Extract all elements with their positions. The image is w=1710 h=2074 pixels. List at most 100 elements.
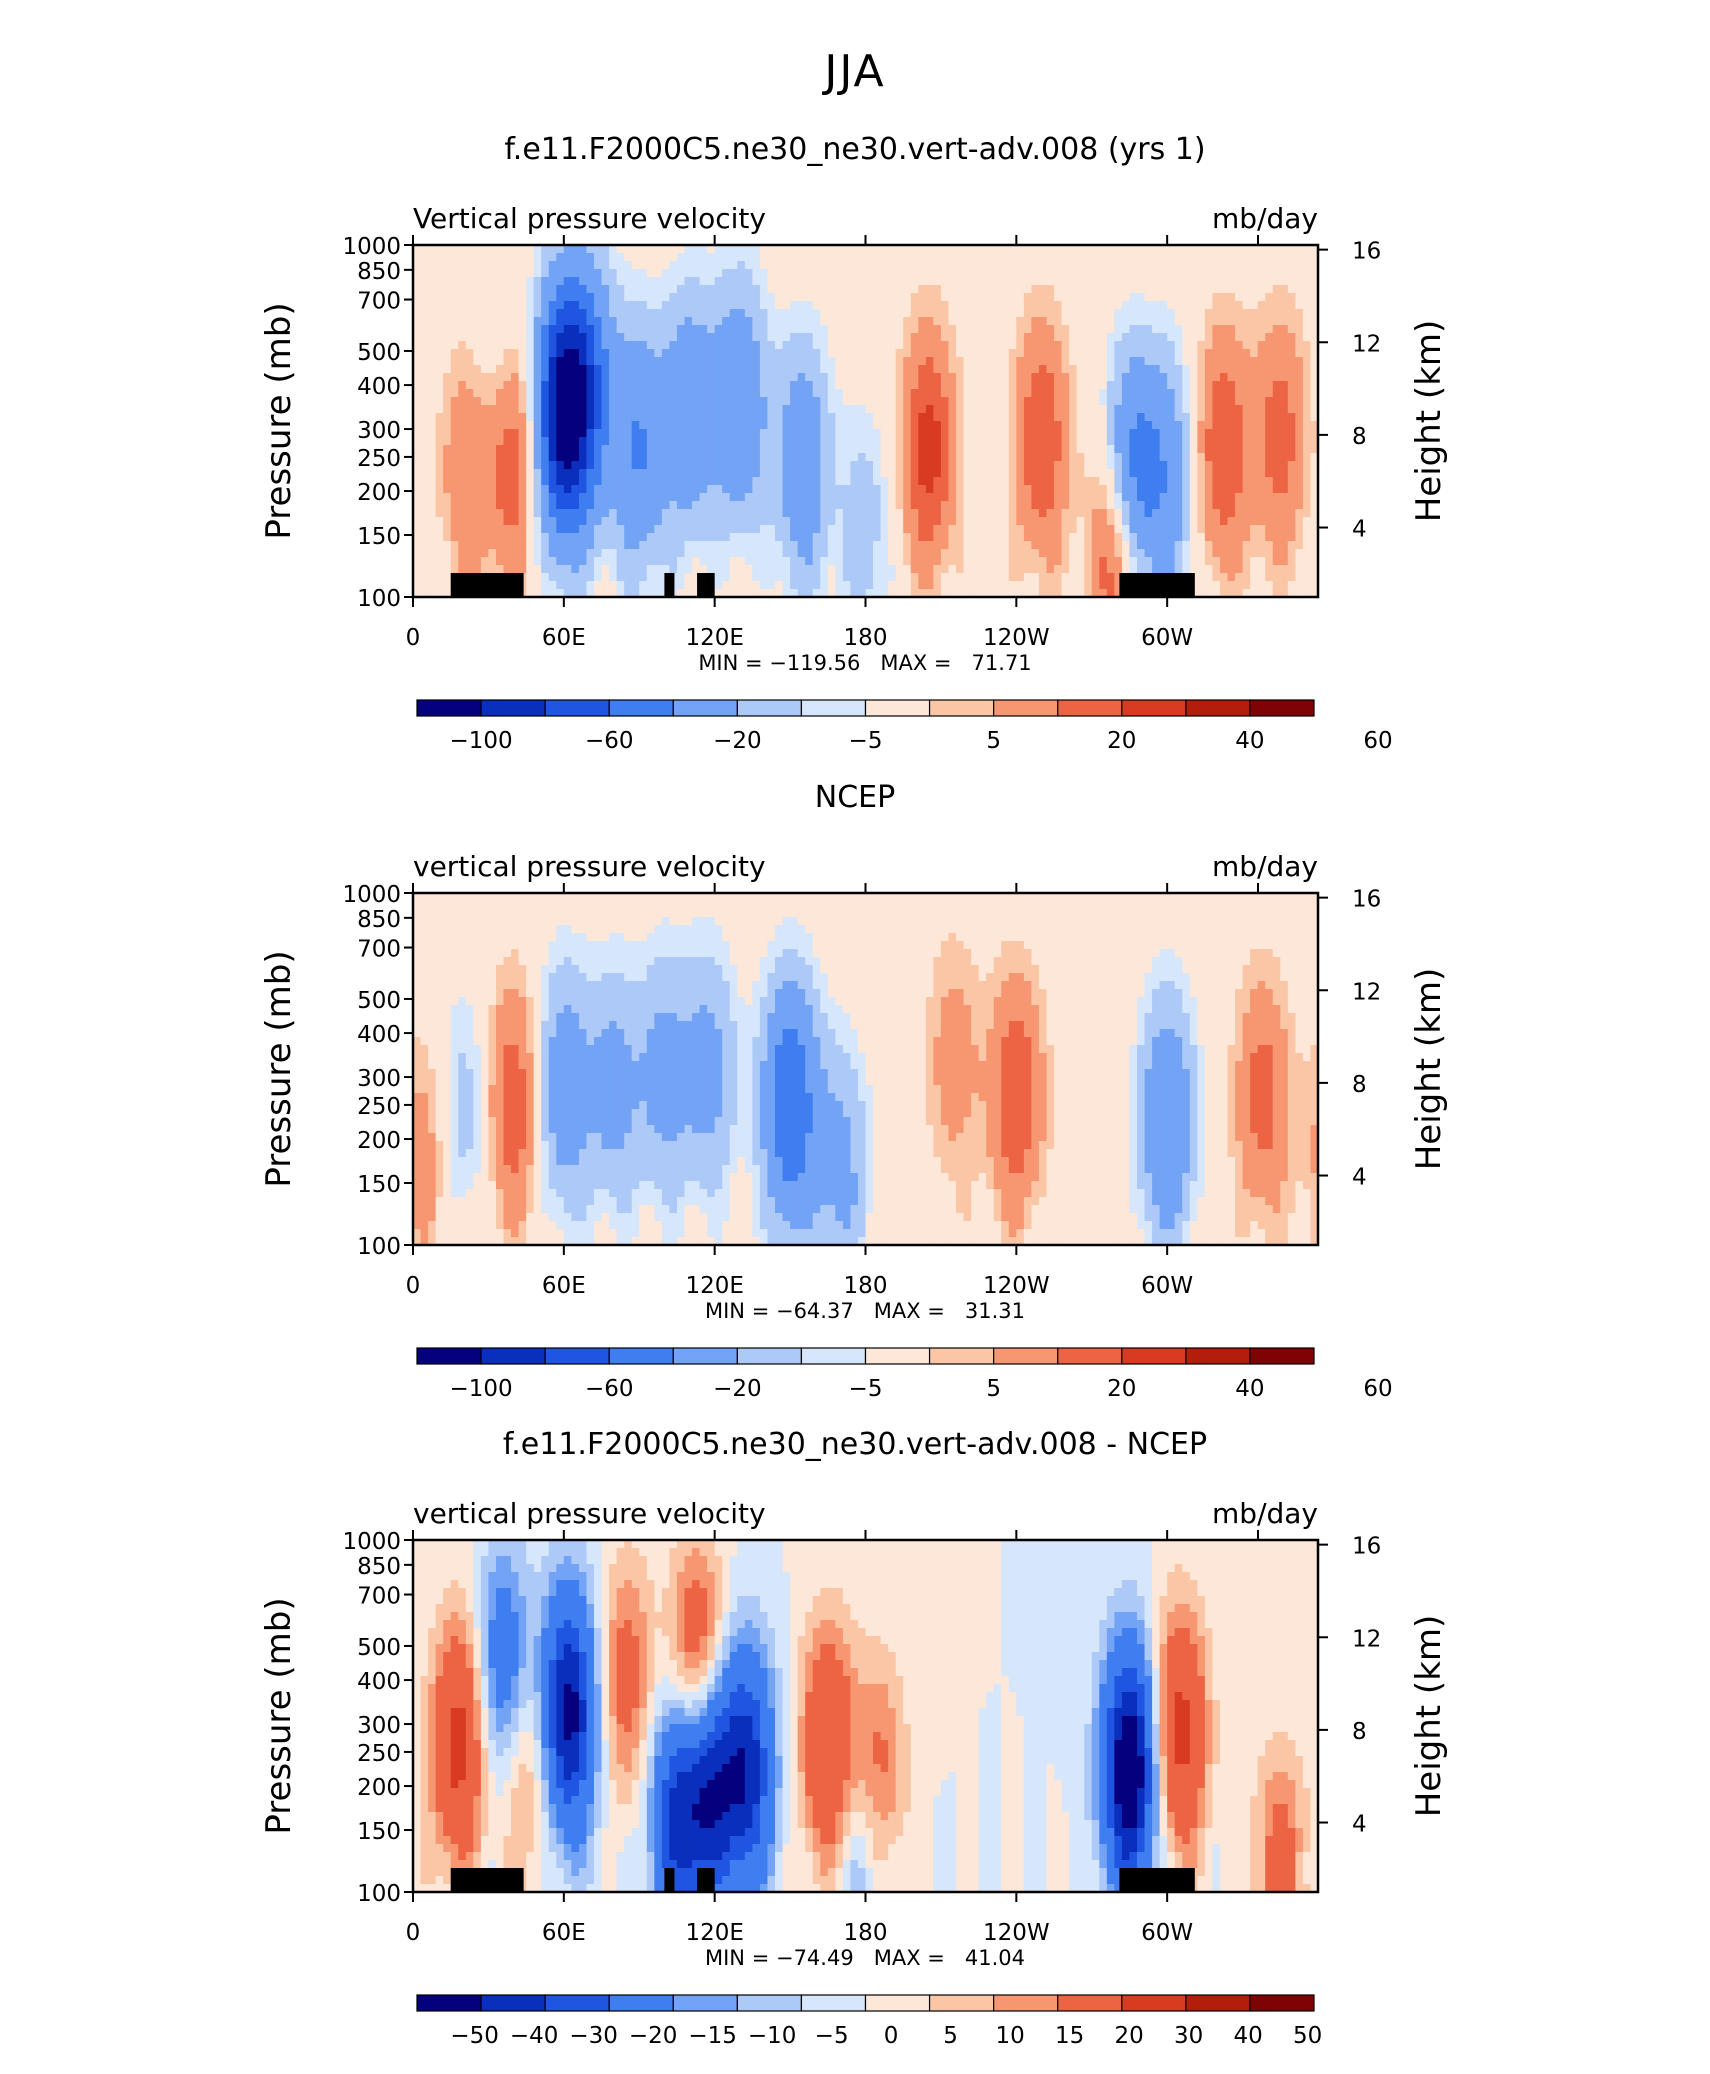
heatmap-cell [948,309,957,318]
heatmap-cell [413,541,422,550]
heatmap-cell [1046,437,1055,446]
heatmap-cell [586,429,595,438]
heatmap-cell [563,557,572,566]
heatmap-cell [413,573,422,582]
heatmap-cell [1235,365,1244,374]
heatmap-cell [443,317,452,326]
heatmap-cell [1038,445,1048,454]
heatmap-cell [1227,253,1236,262]
heatmap-cell [933,525,942,534]
heatmap-cell [609,397,618,406]
heatmap-cell [1046,293,1055,302]
heatmap-cell [993,285,1002,294]
heatmap-cell [601,413,610,422]
heatmap-cell [767,357,776,366]
heatmap-cell [699,477,708,486]
heatmap-cell [1235,445,1244,454]
heatmap-cell [420,485,429,494]
heatmap-cell [873,421,882,430]
heatmap-cell [465,533,474,542]
heatmap-cell [1031,565,1040,574]
heatmap-cell [1212,341,1221,350]
heatmap-cell [1152,533,1161,542]
heatmap-cell [940,421,950,430]
heatmap-cell [488,421,497,430]
heatmap-cell [805,461,814,470]
heatmap-cell [428,413,437,422]
heatmap-cell [1250,429,1259,438]
heatmap-cell [495,405,505,414]
heatmap-cell [1031,485,1040,494]
heatmap-cell [1295,397,1304,406]
heatmap-cell [699,389,708,398]
heatmap-cell [797,437,806,446]
heatmap-cell [692,397,701,406]
heatmap-cell [428,557,437,566]
heatmap-cell [978,253,987,262]
heatmap-cell [978,309,987,318]
heatmap-cell [578,493,588,502]
heatmap-cell [594,493,603,502]
heatmap-cell [737,389,746,398]
heatmap-cell [692,493,701,502]
heatmap-cell [1280,413,1289,422]
heatmap-cell [1031,341,1040,350]
heatmap-cell [790,533,799,542]
heatmap-cell [601,493,610,502]
heatmap-cell [1287,437,1296,446]
heatmap-cell [1121,461,1131,470]
heatmap-cell [556,397,565,406]
heatmap-cell [1091,549,1100,558]
heatmap-cell [1159,397,1168,406]
heatmap-cell [548,397,557,406]
heatmap-cell [684,405,693,414]
heatmap-cell [1280,501,1289,510]
heatmap-cell [1144,429,1153,438]
heatmap-cell [759,421,769,430]
heatmap-cell [940,525,950,534]
heatmap-cell [1302,325,1312,334]
heatmap-cell [1129,381,1138,390]
heatmap-cell [1008,445,1017,454]
heatmap-cell [1046,381,1055,390]
heatmap-cell [925,365,934,374]
heatmap-cell [1084,477,1093,486]
heatmap-cell [948,413,957,422]
heatmap-cell [1016,501,1025,510]
heatmap-cell [692,453,701,462]
heatmap-cell [986,533,995,542]
heatmap-cell [594,357,603,366]
heatmap-cell [1227,477,1236,486]
heatmap-cell [1091,429,1100,438]
heatmap-cell [729,357,738,366]
heatmap-cell [880,493,889,502]
heatmap-cell [1235,253,1244,262]
heatmap-cell [1054,525,1063,534]
heatmap-cell [1038,525,1048,534]
heatmap-cell [609,533,618,542]
heatmap-cell [1212,245,1221,254]
heatmap-cell [631,253,640,262]
heatmap-cell [1038,357,1048,366]
heatmap-cell [857,469,867,478]
heatmap-cell [1069,253,1078,262]
heatmap-cell [842,349,852,358]
heatmap-cell [857,477,867,486]
heatmap-cell [541,269,550,278]
heatmap-cell [797,245,806,254]
heatmap-cell [526,501,535,510]
heatmap-cell [1257,565,1266,574]
heatmap-cell [480,357,490,366]
heatmap-cell [910,373,919,382]
heatmap-cell [782,253,791,262]
heatmap-cell [1091,541,1100,550]
heatmap-cell [435,381,444,390]
heatmap-cell [511,453,520,462]
heatmap-cell [1106,357,1115,366]
heatmap-cell [993,373,1002,382]
heatmap-cell [1016,437,1025,446]
heatmap-cell [1174,301,1183,310]
heatmap-cell [827,437,836,446]
heatmap-cell [518,405,527,414]
heatmap-cell [1008,437,1017,446]
